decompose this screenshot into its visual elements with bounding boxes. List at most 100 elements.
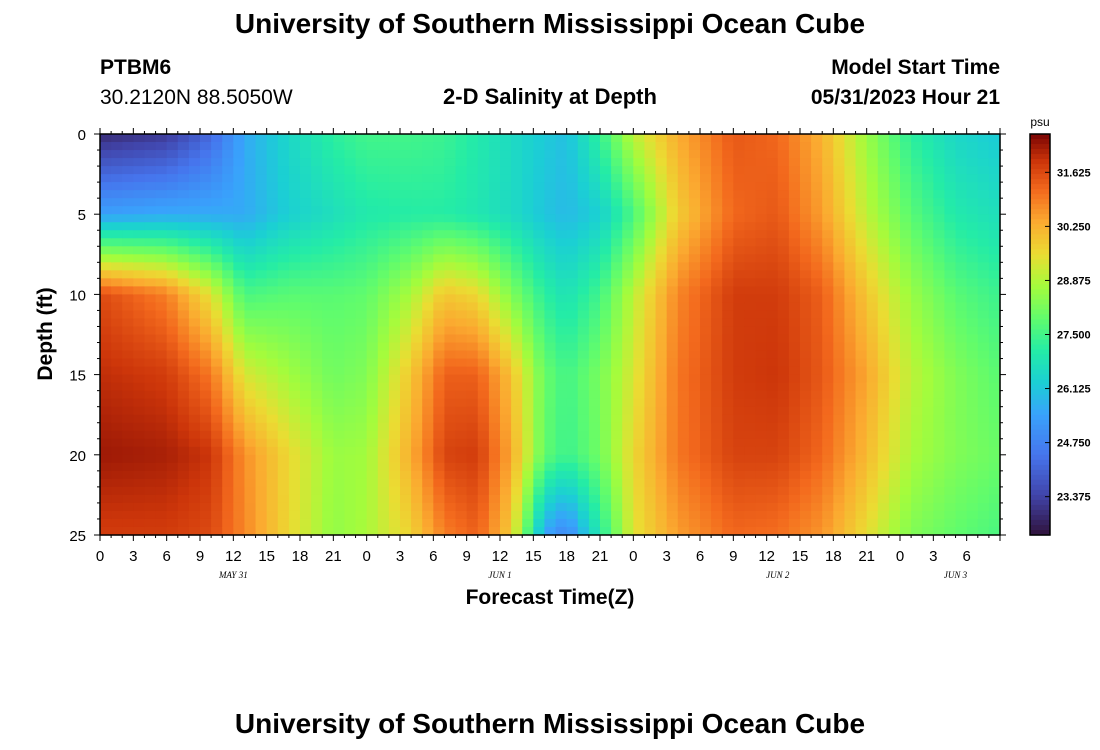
heatmap-cell xyxy=(555,446,568,456)
heatmap-cell xyxy=(433,262,446,271)
heatmap-cell xyxy=(155,374,168,384)
heatmap-cell xyxy=(766,398,779,408)
heatmap-cell xyxy=(933,494,946,504)
heatmap-cell xyxy=(322,406,334,416)
heatmap-cell xyxy=(988,142,1001,151)
heatmap-cell xyxy=(166,198,179,207)
heatmap-cell xyxy=(655,438,668,448)
heatmap-cell xyxy=(555,246,568,255)
heatmap-cell xyxy=(144,342,157,352)
heatmap-cell xyxy=(833,134,846,143)
heatmap-cell xyxy=(633,422,646,432)
heatmap-cell xyxy=(988,438,1001,448)
heatmap-cell xyxy=(666,246,679,255)
heatmap-cell xyxy=(355,198,368,207)
heatmap-cell xyxy=(311,518,323,528)
heatmap-cell xyxy=(155,134,168,143)
heatmap-cell xyxy=(566,470,579,480)
heatmap-cell xyxy=(266,398,279,408)
heatmap-cell xyxy=(211,382,223,392)
heatmap-cell xyxy=(566,406,579,416)
heatmap-cell xyxy=(355,502,368,512)
heatmap-cell xyxy=(555,414,568,424)
heatmap-cell xyxy=(577,310,590,320)
heatmap-cell xyxy=(533,174,546,183)
heatmap-cell xyxy=(177,286,190,295)
heatmap-cell xyxy=(211,254,223,263)
heatmap-cell xyxy=(822,294,834,304)
heatmap-cell xyxy=(666,214,679,223)
heatmap-cell xyxy=(411,366,423,376)
heatmap-cell xyxy=(266,494,279,504)
heatmap-cell xyxy=(811,446,823,456)
heatmap-cell xyxy=(688,518,701,528)
heatmap-cell xyxy=(433,438,446,448)
heatmap-cell xyxy=(444,286,457,295)
heatmap-cell xyxy=(966,510,979,520)
heatmap-cell xyxy=(788,510,801,520)
heatmap-cell xyxy=(500,470,512,480)
heatmap-cell xyxy=(744,286,757,295)
heatmap-cell xyxy=(166,142,179,151)
heatmap-cell xyxy=(300,182,312,191)
heatmap-cell xyxy=(433,454,446,464)
heatmap-cell xyxy=(766,326,779,336)
heatmap-cell xyxy=(922,358,934,368)
heatmap-cell xyxy=(733,214,746,223)
heatmap-cell xyxy=(422,254,434,263)
heatmap-cell xyxy=(211,406,223,416)
heatmap-cell xyxy=(500,190,512,199)
heatmap-cell xyxy=(655,350,668,360)
heatmap-cell xyxy=(877,230,890,239)
colorbar-segment xyxy=(1030,284,1050,290)
heatmap-cell xyxy=(944,198,957,207)
heatmap-cell xyxy=(455,462,468,472)
heatmap-cell xyxy=(822,390,834,400)
heatmap-cell xyxy=(200,270,212,279)
heatmap-cell xyxy=(588,198,601,207)
heatmap-cell xyxy=(644,382,657,392)
heatmap-cell xyxy=(166,430,179,440)
heatmap-cell xyxy=(588,150,601,159)
heatmap-cell xyxy=(111,246,123,255)
colorbar-segment xyxy=(1030,254,1050,260)
heatmap-cell xyxy=(100,190,112,199)
heatmap-cell xyxy=(177,254,190,263)
heatmap-cell xyxy=(444,182,457,191)
heatmap-cell xyxy=(255,470,268,480)
heatmap-cell xyxy=(866,262,879,271)
heatmap-cell xyxy=(966,190,979,199)
heatmap-cell xyxy=(600,222,612,231)
heatmap-cell xyxy=(600,150,612,159)
heatmap-cell xyxy=(655,382,668,392)
heatmap-cell xyxy=(422,510,434,520)
heatmap-cell xyxy=(733,158,746,167)
heatmap-cell xyxy=(877,238,890,247)
heatmap-cell xyxy=(322,422,334,432)
heatmap-cell xyxy=(566,462,579,472)
heatmap-cell xyxy=(277,390,290,400)
heatmap-cell xyxy=(322,486,334,496)
heatmap-cell xyxy=(300,262,312,271)
heatmap-cell xyxy=(844,222,857,231)
heatmap-cell xyxy=(133,166,146,175)
heatmap-cell xyxy=(833,494,846,504)
heatmap-cell xyxy=(633,294,646,304)
heatmap-cell xyxy=(311,150,323,159)
colorbar-segment xyxy=(1030,164,1050,170)
heatmap-cell xyxy=(488,390,501,400)
heatmap-cell xyxy=(933,278,946,287)
heatmap-cell xyxy=(866,302,879,312)
heatmap-cell xyxy=(211,142,223,151)
heatmap-cell xyxy=(466,350,479,360)
heatmap-cell xyxy=(133,174,146,183)
heatmap-cell xyxy=(977,190,990,199)
heatmap-cell xyxy=(622,318,634,328)
heatmap-cell xyxy=(155,238,168,247)
heatmap-cell xyxy=(211,478,223,488)
heatmap-cell xyxy=(433,158,446,167)
heatmap-cell xyxy=(600,286,612,295)
heatmap-cell xyxy=(300,134,312,143)
heatmap-cell xyxy=(711,334,723,344)
heatmap-cell xyxy=(211,310,223,320)
